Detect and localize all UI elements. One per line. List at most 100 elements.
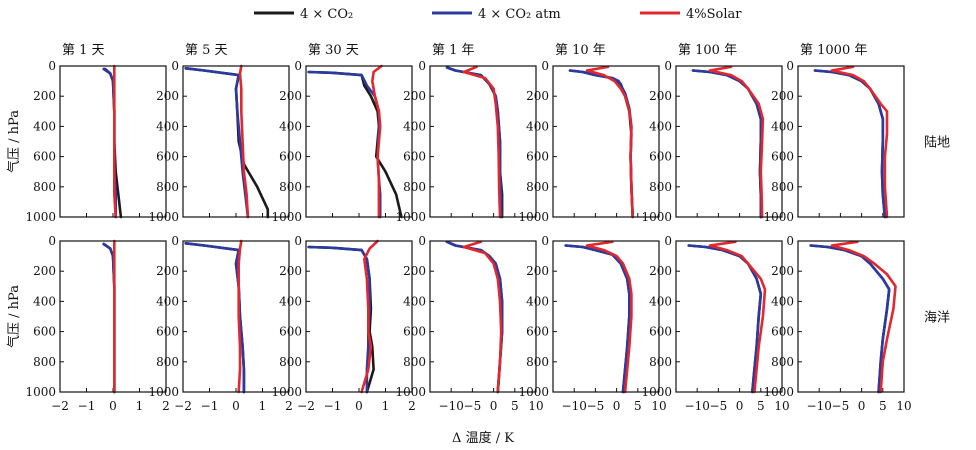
y-tick-label: 800 — [649, 355, 672, 369]
legend-label-co2: 4 × CO₂ — [300, 7, 353, 22]
series-line-solar — [370, 64, 383, 219]
x-tick-label: 1 — [136, 399, 144, 413]
x-tick-label: −10 — [807, 399, 832, 413]
legend-label-solar: 4%Solar — [686, 7, 742, 22]
y-axis-labels: 气压 / hPa 气压 / hPa — [6, 110, 22, 348]
y-tick-label: 200 — [156, 264, 179, 278]
series-line-co2 — [813, 69, 887, 219]
y-tick-label: 200 — [771, 89, 794, 103]
y-tick-label: 400 — [649, 294, 672, 308]
series-line-solar — [708, 240, 767, 394]
x-tick-label: 0 — [858, 399, 866, 413]
y-tick-label: 1000 — [148, 210, 179, 224]
series-line-co2atm — [184, 242, 246, 394]
row-label-1: 陆地 — [924, 135, 950, 151]
y-tick-label: 200 — [403, 264, 426, 278]
x-tick-label: 10 — [528, 399, 543, 413]
x-tick-label: −1 — [78, 399, 96, 413]
y-tick-label: 800 — [771, 180, 794, 194]
x-tick-label: 0 — [109, 399, 117, 413]
y-tick-label: 600 — [156, 325, 179, 339]
panel-r1-c2: 0 200 400 600 800 1000 — [148, 59, 290, 224]
legend-item-co2atm: 4 × CO₂ atm — [432, 7, 561, 22]
y-tick-label: 800 — [403, 180, 426, 194]
panel-frame — [429, 65, 537, 218]
series-line-co2atm — [564, 244, 631, 394]
x-tick-label: 10 — [774, 399, 789, 413]
y-tick-label: 400 — [279, 294, 302, 308]
y-tick-label: 600 — [33, 150, 56, 164]
y-tick-label: 0 — [294, 59, 302, 73]
x-tick-label: 5 — [879, 399, 887, 413]
panel-frame — [675, 240, 783, 393]
x-tick-label: −1 — [324, 399, 342, 413]
x-tick-label: 5 — [634, 399, 642, 413]
x-tick-label: −2 — [297, 399, 315, 413]
column-title-1: 第 1 天 — [62, 43, 105, 58]
x-tick-label: 2 — [162, 399, 170, 413]
y-tick-label: 400 — [526, 119, 549, 133]
y-tick-label: 0 — [171, 234, 179, 248]
y-tick-label: 0 — [541, 59, 549, 73]
y-tick-label: 0 — [418, 59, 426, 73]
panel-r2-c1: 0 200 400 600 800 1000−2 −1 0 1 2 — [25, 234, 169, 413]
y-tick-label: 800 — [279, 180, 302, 194]
x-axis-label: Δ 温度 / K — [452, 430, 514, 446]
series-line-solar — [830, 65, 889, 219]
x-tick-label: −5 — [587, 399, 605, 413]
y-tick-label: 0 — [171, 59, 179, 73]
series-line-co2 — [307, 245, 375, 394]
series-line-solar — [237, 239, 243, 394]
x-tick-label: 1 — [382, 399, 390, 413]
y-tick-label: 0 — [48, 234, 56, 248]
y-tick-label: 0 — [786, 59, 794, 73]
legend-label-co2atm: 4 × CO₂ atm — [478, 7, 561, 22]
y-tick-label: 400 — [279, 119, 302, 133]
x-tick-label: −1 — [201, 399, 219, 413]
y-tick-label: 400 — [403, 119, 426, 133]
y-tick-label: 400 — [156, 119, 179, 133]
series-line-co2 — [184, 67, 270, 219]
y-tick-label: 800 — [279, 355, 302, 369]
y-tick-label: 600 — [279, 325, 302, 339]
y-tick-label: 400 — [33, 294, 56, 308]
y-tick-label: 800 — [526, 355, 549, 369]
series-line-solar — [462, 65, 502, 219]
y-tick-label: 200 — [403, 89, 426, 103]
y-tick-label: 1000 — [395, 210, 426, 224]
y-tick-label: 600 — [771, 325, 794, 339]
x-tick-label: −2 — [51, 399, 69, 413]
y-tick-label: 0 — [294, 234, 302, 248]
x-tick-label: −5 — [832, 399, 850, 413]
panel-frame — [429, 240, 537, 393]
y-tick-label: 600 — [156, 150, 179, 164]
y-tick-label: 200 — [279, 264, 302, 278]
panel-r1-c4: 0 200 400 600 800 1000 — [395, 59, 537, 224]
panel-frame — [182, 240, 290, 393]
y-tick-label: 400 — [771, 294, 794, 308]
y-tick-label: 400 — [33, 119, 56, 133]
x-tick-label: 5 — [511, 399, 519, 413]
y-tick-label: 800 — [649, 180, 672, 194]
y-axis-label-2: 气压 / hPa — [6, 285, 22, 348]
panel-r1-c7: 0 200 400 600 800 1000 — [763, 59, 905, 224]
y-tick-label: 800 — [156, 180, 179, 194]
series-line-solar — [113, 64, 117, 219]
panel-frame — [305, 65, 413, 218]
panels: 0200400600800100002004006008001000020040… — [25, 59, 911, 413]
panel-r2-c3: 0 200 400 600 800 1000−2 −1 0 1 2 — [271, 234, 415, 413]
panel-frame — [59, 240, 167, 393]
series-line-solar — [462, 240, 503, 394]
panel-r2-c2: 0 200 400 600 800 1000−2 −1 0 1 2 — [148, 234, 292, 413]
panel-r1-c5: 0 200 400 600 800 1000 — [518, 59, 660, 224]
y-axis-label-1: 气压 / hPa — [6, 110, 22, 173]
legend: 4 × CO₂ 4 × CO₂ atm 4%Solar — [254, 7, 742, 22]
x-tick-label: 0 — [490, 399, 498, 413]
series-line-co2atm — [813, 69, 887, 219]
y-tick-label: 0 — [418, 234, 426, 248]
y-tick-label: 200 — [771, 264, 794, 278]
y-tick-label: 400 — [526, 294, 549, 308]
